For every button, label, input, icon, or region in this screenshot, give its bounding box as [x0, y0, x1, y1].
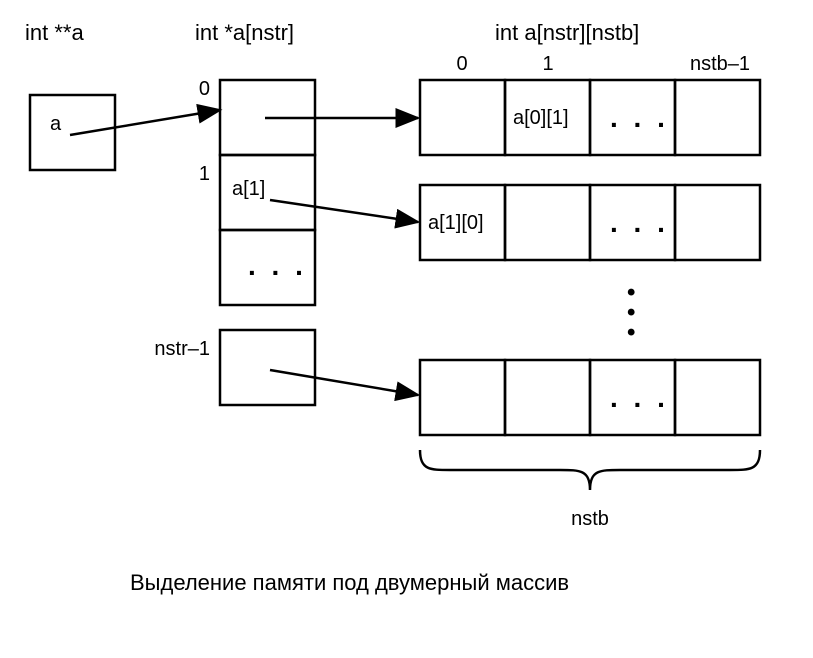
mid-column: 0 1 nstr–1 a[1] . . .: [154, 78, 315, 405]
arrow-row1: [270, 200, 418, 222]
caption: Выделение памяти под двумерный массив: [130, 570, 569, 595]
mid-row-label-last: nstr–1: [154, 338, 210, 360]
right-r1-ellipsis: . . .: [610, 207, 669, 238]
right-row-last: . . .: [420, 360, 760, 435]
right-r0-ellipsis: . . .: [610, 102, 669, 133]
mid-row-label-0: 0: [199, 78, 210, 100]
col-index-last: nstb–1: [690, 53, 750, 75]
header-ptr-arr: int *a[nstr]: [195, 20, 294, 45]
right-row-1: a[1][0] . . .: [420, 185, 760, 260]
right-rlast-ellipsis: . . .: [610, 382, 669, 413]
header-ptr-ptr: int **a: [25, 20, 84, 45]
left-box-label: a: [50, 113, 62, 135]
brace-label: nstb: [571, 508, 609, 530]
left-box: a: [30, 95, 115, 170]
col-index-1: 1: [542, 53, 553, 75]
right-row-0: a[0][1] . . .: [420, 80, 760, 155]
vertical-dots-icon-3: •: [627, 319, 635, 346]
mid-cell-1: a[1]: [232, 178, 265, 200]
arrow-rowlast: [270, 370, 418, 395]
brace-icon: [420, 450, 760, 490]
right-r1-c0: a[1][0]: [428, 212, 484, 234]
header-arr2d: int a[nstr][nstb]: [495, 20, 639, 45]
arrow-a-to-col: [70, 110, 220, 135]
mid-row-label-1: 1: [199, 163, 210, 185]
col-index-0: 0: [456, 53, 467, 75]
mid-ellipsis: . . .: [248, 250, 307, 281]
right-r0-c1: a[0][1]: [513, 107, 569, 129]
